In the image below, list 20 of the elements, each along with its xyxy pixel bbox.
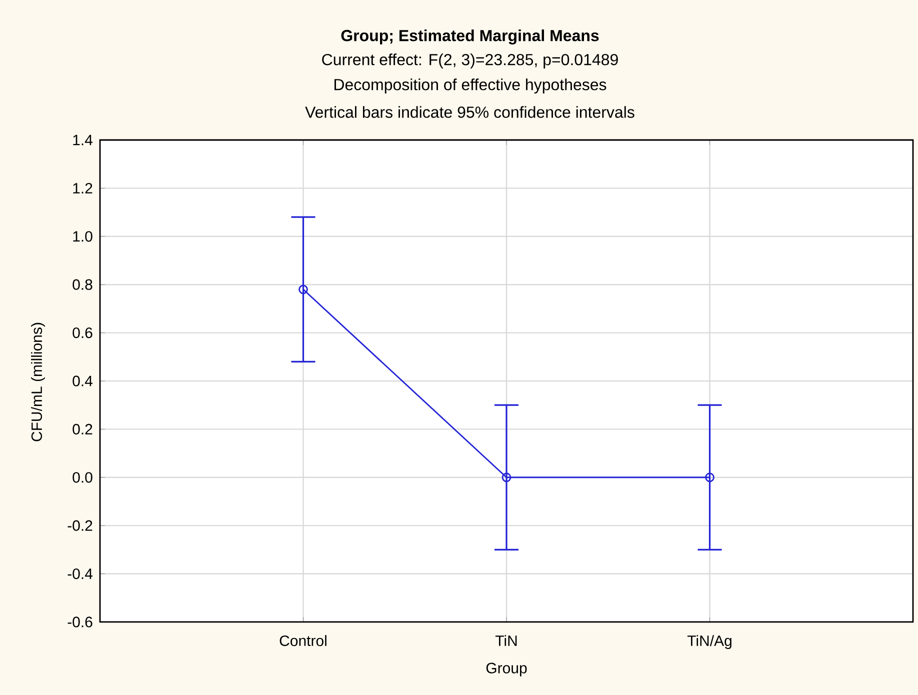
text: Decomposition of effective hypotheses: [334, 78, 606, 94]
y-axis-title: CFU/mL (millions): [31, 322, 45, 442]
y-tick-label: 1.4: [73, 134, 92, 146]
y-tick-label: 0.4: [72, 376, 92, 386]
y-tick-label: -0.6: [68, 616, 92, 628]
x-axis-title: Group: [486, 662, 527, 676]
y-tick-label: 0.2: [72, 424, 92, 435]
x-tick-label: TiN: [495, 635, 517, 646]
chart-title: Group; Estimated Marginal Means: [341, 29, 599, 44]
x-tick-label: TiN/Ag: [687, 635, 732, 650]
y-tick-label: 1.2: [73, 182, 92, 194]
x-tick-label: Control: [280, 635, 326, 646]
y-tick-label: -0.4: [68, 568, 92, 580]
y-tick-label: 0.6: [72, 327, 92, 338]
y-tick-label: 0.0: [72, 472, 92, 483]
y-tick-label: 0.8: [72, 279, 92, 290]
chart-subtitle: Current effect: F(2, 3)=23.285, p=0.01489: [322, 54, 618, 68]
text: Vertical bars indicate 95% confidence intervals: [305, 106, 634, 118]
y-tick-label: 1.0: [73, 231, 92, 242]
y-tick-label: -0.2: [68, 520, 92, 531]
